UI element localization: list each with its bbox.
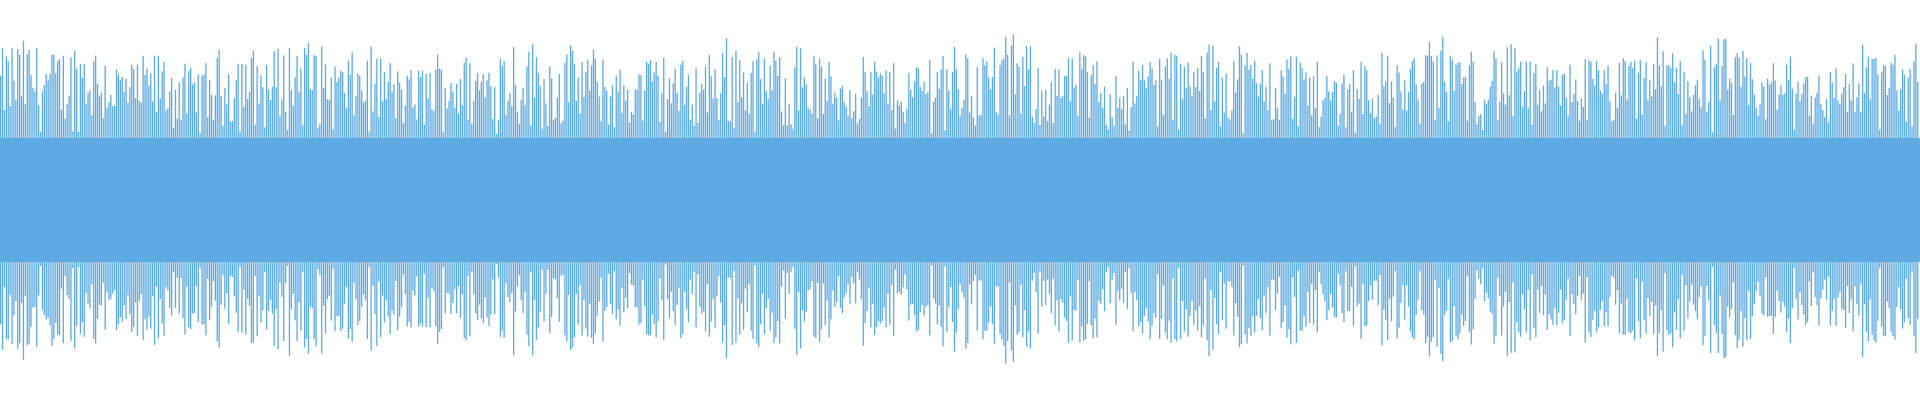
- waveform-core: [0, 138, 1920, 262]
- waveform-bars: [0, 34, 1920, 364]
